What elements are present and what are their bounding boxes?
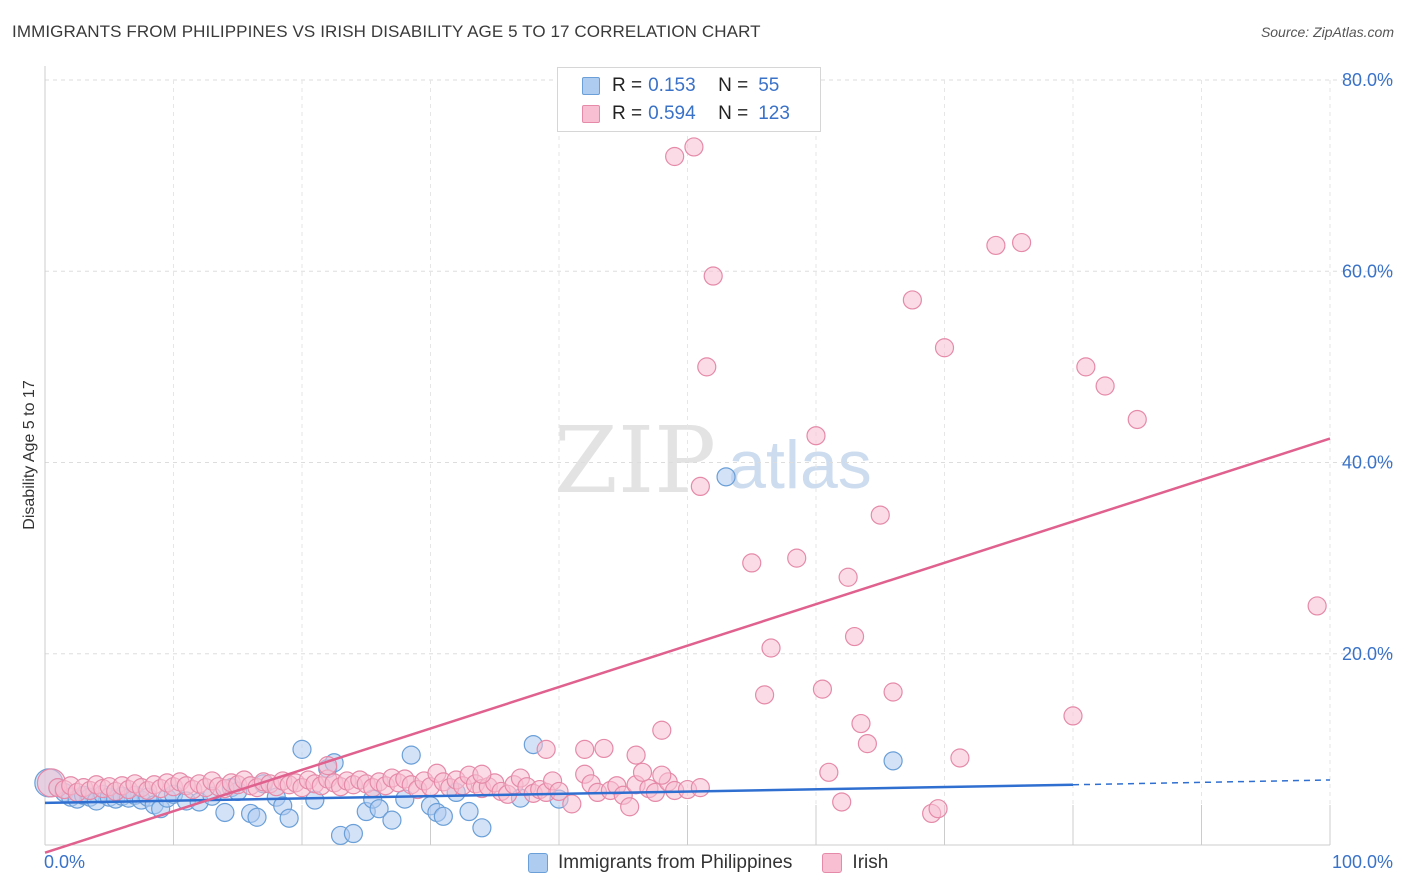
point-irish [536,739,556,759]
legend-item-irish[interactable]: Irish [822,852,888,874]
n-value: 123 [758,103,790,124]
y-tick-label: 20.0% [1342,644,1393,664]
legend-swatch-irish [822,853,843,873]
point-irish [652,720,672,740]
r-label: R = [612,103,643,124]
point-irish [761,638,781,658]
y-tick-label: 40.0% [1342,453,1393,473]
y-axis-label: Disability Age 5 to 17 [21,380,38,530]
point-irish [697,357,717,377]
point-irish [928,799,948,819]
legend-item-philippines[interactable]: Immigrants from Philippines [528,852,792,874]
point-irish [812,679,833,699]
point-irish [883,682,903,702]
point-irish [806,426,826,446]
watermark-atlas: atlas [728,427,872,503]
r-value: 0.153 [648,75,696,96]
point-irish [1011,232,1032,253]
point-irish [549,781,569,802]
correlation-legend: R = 0.153 N = 55 R = 0.594 N = 123 [557,67,821,132]
point-philippines [459,801,479,822]
point-irish [819,762,839,782]
y-tick-label: 80.0% [1342,70,1393,90]
point-philippines [279,808,299,828]
n-value: 55 [758,75,780,96]
legend-swatch-irish [582,105,600,123]
n-label: N = [718,75,749,96]
point-irish [870,505,890,525]
point-philippines [883,751,903,771]
legend-label-irish: Irish [852,852,889,873]
point-irish [1063,706,1083,726]
point-philippines [215,802,235,823]
r-value: 0.594 [648,103,696,124]
point-irish [902,290,922,310]
point-irish [844,626,865,647]
point-philippines [382,810,402,830]
point-irish [690,476,710,497]
point-irish [703,266,723,286]
point-irish [594,738,614,759]
point-irish [832,792,852,812]
point-irish [1076,357,1096,377]
point-irish [665,146,685,167]
point-philippines [343,823,363,844]
point-irish [838,567,858,587]
point-irish [986,235,1006,256]
legend-label-philippines: Immigrants from Philippines [558,852,793,873]
point-philippines [472,818,492,838]
point-philippines [369,799,389,819]
x-tick-label: 100.0% [1332,852,1393,872]
point-philippines [433,806,453,826]
point-irish [684,137,704,157]
point-philippines [292,739,312,759]
point-irish [950,748,970,768]
trendline-irish [44,437,1331,854]
r-label: R = [612,75,643,96]
point-irish [575,739,595,759]
series-legend: Immigrants from Philippines Irish [528,852,918,874]
point-irish [620,797,640,817]
legend-row-philippines: R = 0.153 N = 55 [582,74,779,98]
source-label: Source: ZipAtlas.com [1260,24,1394,40]
y-tick-label: 60.0% [1342,261,1393,281]
point-irish [1095,376,1115,396]
point-irish [690,778,710,798]
trendline-philippines [44,783,1074,805]
point-irish [1307,596,1327,616]
point-irish [632,762,653,782]
point-irish [742,553,762,573]
point-irish [857,734,878,754]
n-label: N = [718,103,749,124]
point-irish [652,765,672,785]
point-irish [934,338,955,358]
point-philippines [247,807,267,827]
point-philippines [716,467,736,487]
legend-swatch-philippines [582,77,600,95]
point-philippines [401,745,421,765]
x-tick-label: 0.0% [44,852,85,872]
point-irish [1127,409,1147,430]
point-irish [626,745,646,765]
point-irish [562,794,582,814]
legend-row-irish: R = 0.594 N = 123 [582,102,790,126]
watermark-zip: ZIP [554,407,716,514]
point-irish [787,548,807,568]
legend-swatch-philippines [528,853,548,873]
point-irish [851,713,871,734]
chart-title: IMMIGRANTS FROM PHILIPPINES VS IRISH DIS… [12,22,761,41]
point-irish [754,685,775,705]
trendline-philippines-extension [1072,779,1331,786]
point-irish [472,764,492,784]
